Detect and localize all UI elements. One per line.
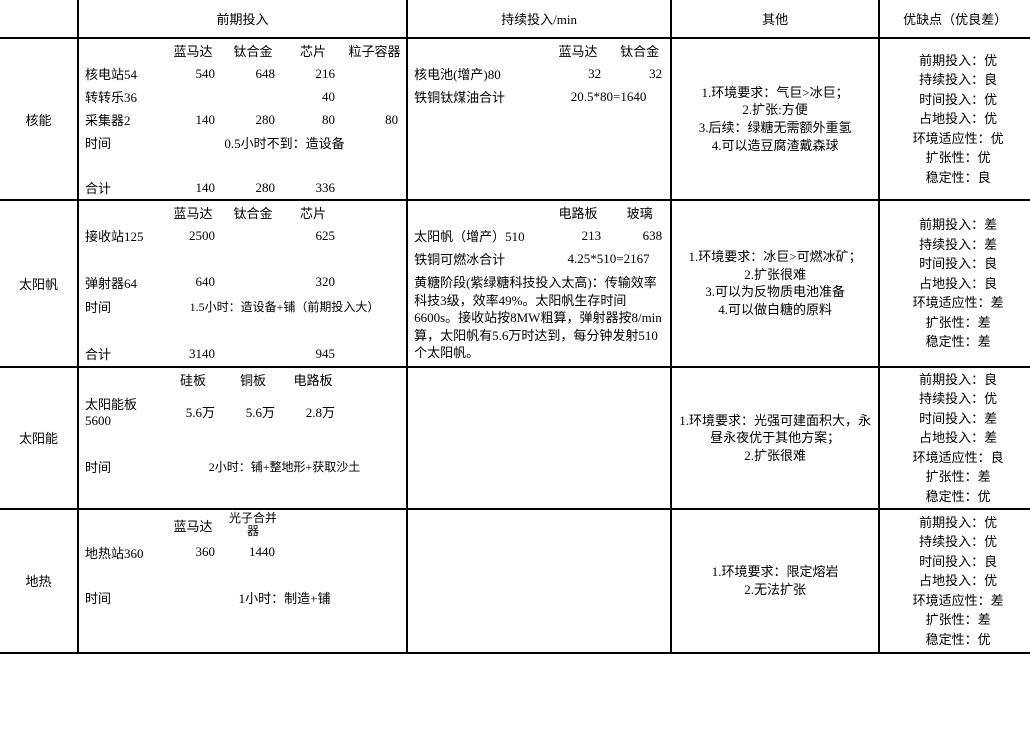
solar-rating: 前期投入：良 持续投入：优 时间投入：差 占地投入：差 环境适应性：良 扩张性：… <box>879 367 1030 510</box>
row-sail: 太阳帆 <box>0 200 78 367</box>
row-solar: 太阳能 <box>0 367 78 510</box>
header-rating: 优缺点（优良差） <box>879 0 1030 38</box>
row-nuclear: 核能 <box>0 38 78 200</box>
solar-other: 1.环境要求：光强可建面积大，永昼永夜优于其他方案； 2.扩张很难 <box>671 367 879 510</box>
nuclear-r2-label: 采集器2 <box>78 108 163 131</box>
nuclear-col-3: 粒子容器 <box>343 38 407 62</box>
sail-rating: 前期投入：差 持续投入：差 时间投入：良 占地投入：良 环境适应性：差 扩张性：… <box>879 200 1030 367</box>
geo-rating: 前期投入：优 持续投入：优 时间投入：良 占地投入：优 环境适应性：差 扩张性：… <box>879 509 1030 652</box>
header-other: 其他 <box>671 0 879 38</box>
header-initial: 前期投入 <box>78 0 407 38</box>
row-geo: 地热 <box>0 509 78 652</box>
nuclear-sr0-label: 核电池(增产)80 <box>407 62 547 85</box>
header-sustain: 持续投入/min <box>407 0 671 38</box>
sail-sustain-note: 黄糖阶段(紫绿糖科技投入太高)：传输效率科技3级，效率49%。太阳帆生存时间66… <box>407 270 671 367</box>
nuclear-total-label: 合计 <box>78 176 163 200</box>
nuclear-time-val: 0.5小时不到：造设备 <box>163 131 407 154</box>
nuclear-time-label: 时间 <box>78 131 163 154</box>
nuclear-col-0: 蓝马达 <box>163 38 223 62</box>
nuclear-rating: 前期投入：优 持续投入：良 时间投入：优 占地投入：优 环境适应性：优 扩张性：… <box>879 38 1030 200</box>
nuclear-r1-label: 转转乐36 <box>78 85 163 108</box>
nuclear-r0-label: 核电站54 <box>78 62 163 85</box>
geo-other: 1.环境要求：限定熔岩 2.无法扩张 <box>671 509 879 652</box>
sail-other: 1.环境要求：冰巨>可燃冰矿； 2.扩张很难 3.可以为反物质电池准备 4.可以… <box>671 200 879 367</box>
nuclear-col-1: 钛合金 <box>223 38 283 62</box>
nuclear-other: 1.环境要求：气巨>冰巨； 2.扩张:方便 3.后续：绿糖无需额外重氢 4.可以… <box>671 38 879 200</box>
nuclear-scol-1: 钛合金 <box>609 38 671 62</box>
comparison-table: 前期投入 持续投入/min 其他 优缺点（优良差） 核能 蓝马达 钛合金 芯片 … <box>0 0 1030 654</box>
header-blank <box>0 0 78 38</box>
nuclear-scol-0: 蓝马达 <box>547 38 609 62</box>
nuclear-col-2: 芯片 <box>283 38 343 62</box>
nuclear-sr1-label: 铁铜钛煤油合计 <box>407 85 547 108</box>
